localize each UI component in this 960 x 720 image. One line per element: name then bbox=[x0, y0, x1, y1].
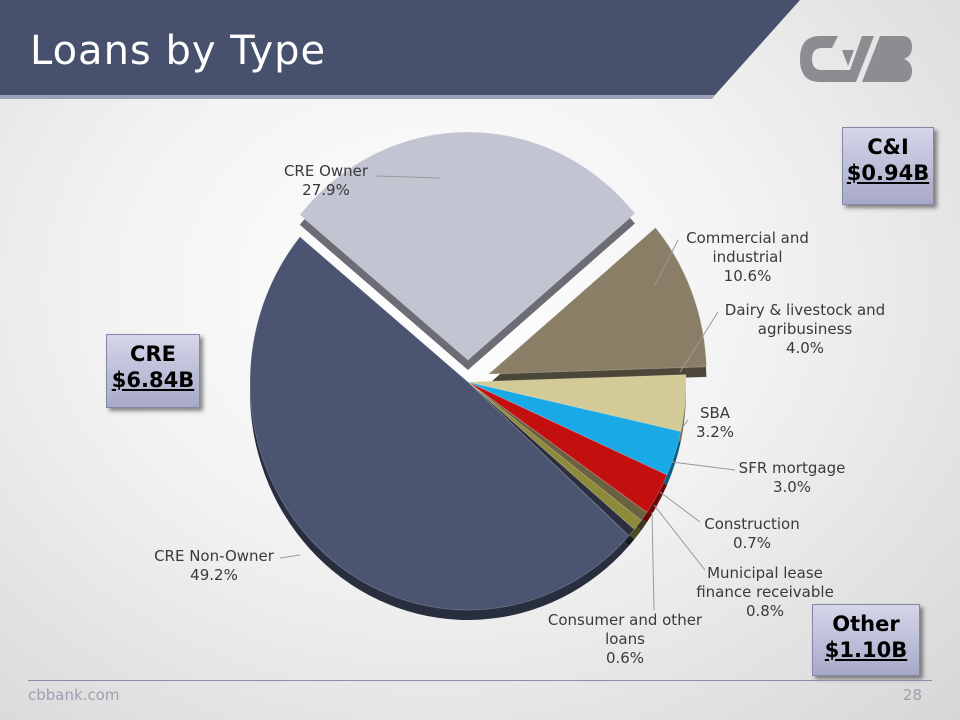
label-commercial: Commercial and industrial 10.6% bbox=[686, 229, 809, 285]
leader-line-dairy-livestock-and-agribusiness bbox=[679, 311, 719, 373]
other-box-label: Other bbox=[832, 612, 900, 636]
leader-line-commercial-and-industrial bbox=[654, 239, 679, 286]
pie-slice-cre-owner bbox=[299, 131, 636, 361]
label-dairy: Dairy & livestock and agribusiness 4.0% bbox=[724, 301, 886, 357]
pie-slice-cre-non-owner bbox=[249, 236, 630, 611]
pie-slice-commercial-and-industrial bbox=[487, 227, 707, 375]
leader-line-consumer-and-other-loans bbox=[651, 511, 655, 611]
cvb-logo bbox=[800, 36, 912, 82]
pie-slice-construction bbox=[467, 381, 648, 522]
page-number: 28 bbox=[902, 686, 922, 704]
pie-slice-dairy-livestock-and-agribusiness bbox=[467, 374, 687, 433]
cre-box-label: CRE bbox=[130, 342, 176, 366]
other-box-amount: $1.10B bbox=[824, 638, 908, 662]
page-title: Loans by Type bbox=[30, 28, 327, 74]
label-municipal: Municipal lease finance receivable 0.8% bbox=[696, 564, 834, 620]
leader-line-municipal-lease-finance-receivable bbox=[653, 504, 706, 571]
pie-slice-sba bbox=[467, 381, 682, 476]
footer-divider bbox=[28, 680, 932, 681]
leader-line-sba bbox=[681, 419, 689, 429]
label-construction: Construction 0.7% bbox=[704, 515, 800, 552]
leader-line-sfr-mortgage bbox=[671, 461, 736, 471]
pie-slice-consumer-and-other-loans bbox=[467, 381, 635, 537]
ci-total-box: C&I $0.94B bbox=[842, 127, 934, 205]
other-total-box: Other $1.10B bbox=[812, 604, 920, 676]
leader-line-cre-owner bbox=[374, 175, 441, 179]
label-sfr: SFR mortgage 3.0% bbox=[738, 459, 846, 496]
footer-url: cbbank.com bbox=[28, 686, 120, 704]
label-sba: SBA 3.2% bbox=[695, 404, 735, 441]
pie-slice-sfr-mortgage bbox=[467, 381, 668, 513]
label-cre-owner: CRE Owner 27.9% bbox=[283, 162, 369, 199]
label-consumer: Consumer and other loans 0.6% bbox=[547, 611, 703, 667]
cre-total-box: CRE $6.84B bbox=[106, 334, 200, 408]
title-banner bbox=[0, 0, 800, 99]
leader-line-cre-non-owner bbox=[279, 554, 301, 559]
leader-line-construction bbox=[659, 491, 701, 523]
pie-slice-municipal-lease-finance-receivable bbox=[467, 381, 642, 530]
cre-box-amount: $6.84B bbox=[111, 368, 195, 392]
ci-box-label: C&I bbox=[867, 135, 909, 159]
ci-box-amount: $0.94B bbox=[846, 161, 930, 185]
label-cre-non-owner: CRE Non-Owner 49.2% bbox=[154, 547, 274, 584]
